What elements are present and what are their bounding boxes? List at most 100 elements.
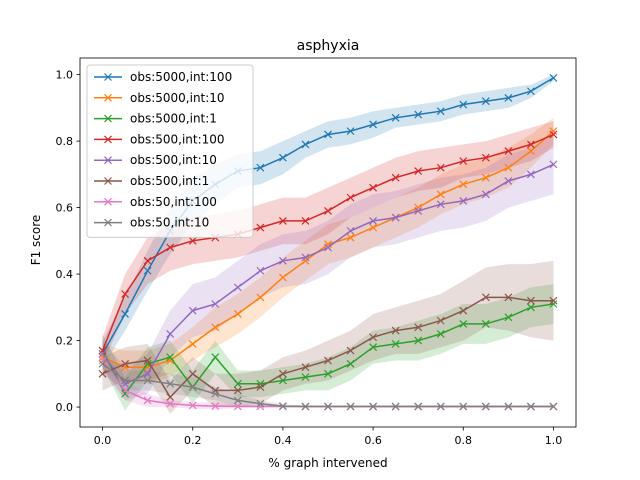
marker-series-2-point-19 [504,163,513,172]
marker-series-4-point-17 [459,157,468,165]
x-tick-label: 0.0 [94,434,112,447]
marker-series-2-point-18 [481,173,490,182]
marker-series-6-point-21 [549,296,558,305]
marker-series-6-point-3 [143,356,152,365]
marker-series-8-point-21 [549,402,558,411]
marker-series-7-point-6 [211,402,220,410]
marker-series-6-point-11 [324,356,332,365]
marker-series-1-point-2 [121,310,130,318]
marker-series-6-point-1 [98,369,107,378]
marker-series-5-point-19 [504,177,513,185]
marker-series-6-point-16 [436,316,445,325]
marker-series-1-point-11 [324,130,332,139]
marker-series-4-point-9 [278,216,287,225]
marker-series-5-point-13 [369,216,378,225]
marker-series-6-point-4 [166,393,175,402]
marker-series-1-point-20 [526,87,535,96]
marker-series-2-point-12 [346,233,355,242]
marker-series-8-point-11 [324,402,332,411]
marker-series-3-point-16 [436,329,445,338]
marker-series-1-point-3 [143,266,152,275]
marker-series-8-point-17 [459,402,468,411]
marker-series-7-point-3 [143,396,152,405]
marker-series-2-point-17 [459,180,468,189]
marker-series-3-point-20 [526,303,535,312]
marker-series-8-point-15 [414,402,423,411]
marker-series-6-point-18 [481,293,490,302]
marker-series-2-point-8 [256,293,265,302]
band-series-4 [102,121,554,364]
marker-series-1-point-13 [369,120,378,129]
marker-series-6-point-7 [233,386,242,395]
x-tick-label: 0.6 [364,434,382,447]
plot-frame [79,57,577,428]
marker-series-8-point-12 [346,402,355,411]
band-series-3 [102,284,554,411]
legend-marker-5 [104,156,112,165]
marker-series-3-point-15 [414,336,423,345]
marker-series-7-point-2 [121,386,130,395]
marker-series-5-point-6 [211,300,220,308]
marker-series-4-point-10 [301,216,310,225]
y-tick-label: 0.8 [56,135,74,148]
marker-series-5-point-1 [98,349,107,358]
y-tick-label: 0.0 [56,401,74,414]
marker-series-7-point-7 [233,402,242,411]
legend-marker-8 [104,218,112,227]
marker-series-4-point-5 [188,236,197,245]
marker-series-4-point-15 [414,167,423,175]
marker-series-6-point-20 [526,296,535,305]
marker-series-6-point-14 [391,326,400,335]
marker-series-4-point-8 [256,223,265,232]
marker-series-6-point-15 [414,323,423,332]
marker-series-6-point-12 [346,346,355,355]
legend-marker-7 [104,197,112,206]
marker-series-8-point-8 [256,399,265,408]
marker-series-1-point-15 [414,110,423,119]
marker-series-5-point-9 [278,256,287,265]
marker-series-5-point-8 [256,266,265,275]
y-axis-label: F1 score [29,215,43,266]
chart-title: asphyxia [297,38,360,54]
marker-series-8-point-5 [188,383,197,392]
marker-series-5-point-20 [526,170,535,179]
band-series-7 [102,350,554,410]
marker-series-8-point-1 [98,359,107,368]
legend: obs:5000,int:100 obs:5000,int:10 obs:5000,… [86,64,254,238]
marker-series-1-point-14 [391,113,400,122]
legend-label-4: obs:500,int:100 [130,132,225,146]
marker-series-5-point-11 [324,243,332,252]
marker-series-5-point-4 [166,329,175,338]
x-tick-label: 0.2 [184,434,202,447]
marker-series-5-point-7 [233,283,242,292]
marker-series-5-point-10 [301,253,310,262]
marker-series-7-point-4 [166,399,175,408]
x-tick-label: 0.4 [274,434,292,447]
legend-marker-3 [104,114,112,123]
marker-series-3-point-14 [391,339,400,348]
marker-series-3-point-13 [369,343,378,352]
legend-label-1: obs:5000,int:100 [130,70,232,84]
marker-series-4-point-11 [324,206,332,215]
marker-series-5-point-16 [436,200,445,209]
y-tick-label: 0.2 [56,335,74,348]
marker-series-5-point-15 [414,206,423,215]
legend-label-3: obs:5000,int:1 [130,112,217,126]
marker-series-2-point-9 [278,273,287,282]
marker-series-8-point-6 [211,389,220,398]
marker-series-8-point-19 [504,402,513,411]
marker-series-7-point-5 [188,401,197,410]
marker-series-5-point-5 [188,306,197,315]
marker-series-4-point-14 [391,173,400,182]
marker-series-3-point-12 [346,359,355,368]
marker-series-2-point-6 [211,323,220,332]
marker-series-5-point-12 [346,226,355,235]
marker-series-6-point-13 [369,333,378,342]
marker-series-4-point-19 [504,147,513,156]
marker-series-8-point-4 [166,379,175,388]
marker-series-5-point-21 [549,160,558,169]
marker-series-4-point-20 [526,140,535,149]
marker-series-8-point-3 [143,376,152,385]
legend-marker-6 [104,177,112,185]
